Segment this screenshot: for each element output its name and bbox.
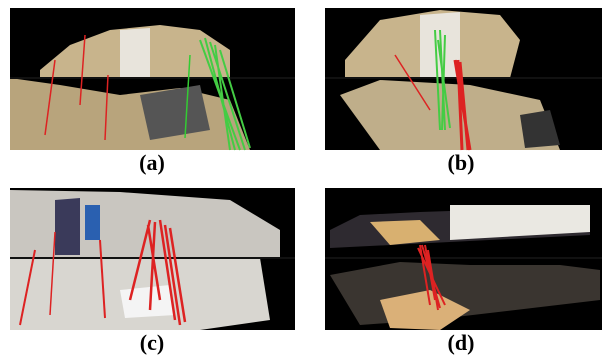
figure: (a) (b) (c) (d) xyxy=(0,0,609,356)
panel-label: (a) xyxy=(139,150,165,175)
scene xyxy=(55,198,80,255)
panel-b: (b) xyxy=(325,8,602,175)
scene xyxy=(85,205,100,240)
scene xyxy=(120,28,150,78)
panel-c: (c) xyxy=(10,188,295,355)
panel-label: (d) xyxy=(448,330,475,355)
panel-d: (d) xyxy=(325,188,602,355)
scene xyxy=(140,85,210,140)
panel-label: (c) xyxy=(140,330,164,355)
panel-label: (b) xyxy=(448,150,475,175)
panel-a: (a) xyxy=(10,8,295,175)
scene xyxy=(120,285,175,318)
